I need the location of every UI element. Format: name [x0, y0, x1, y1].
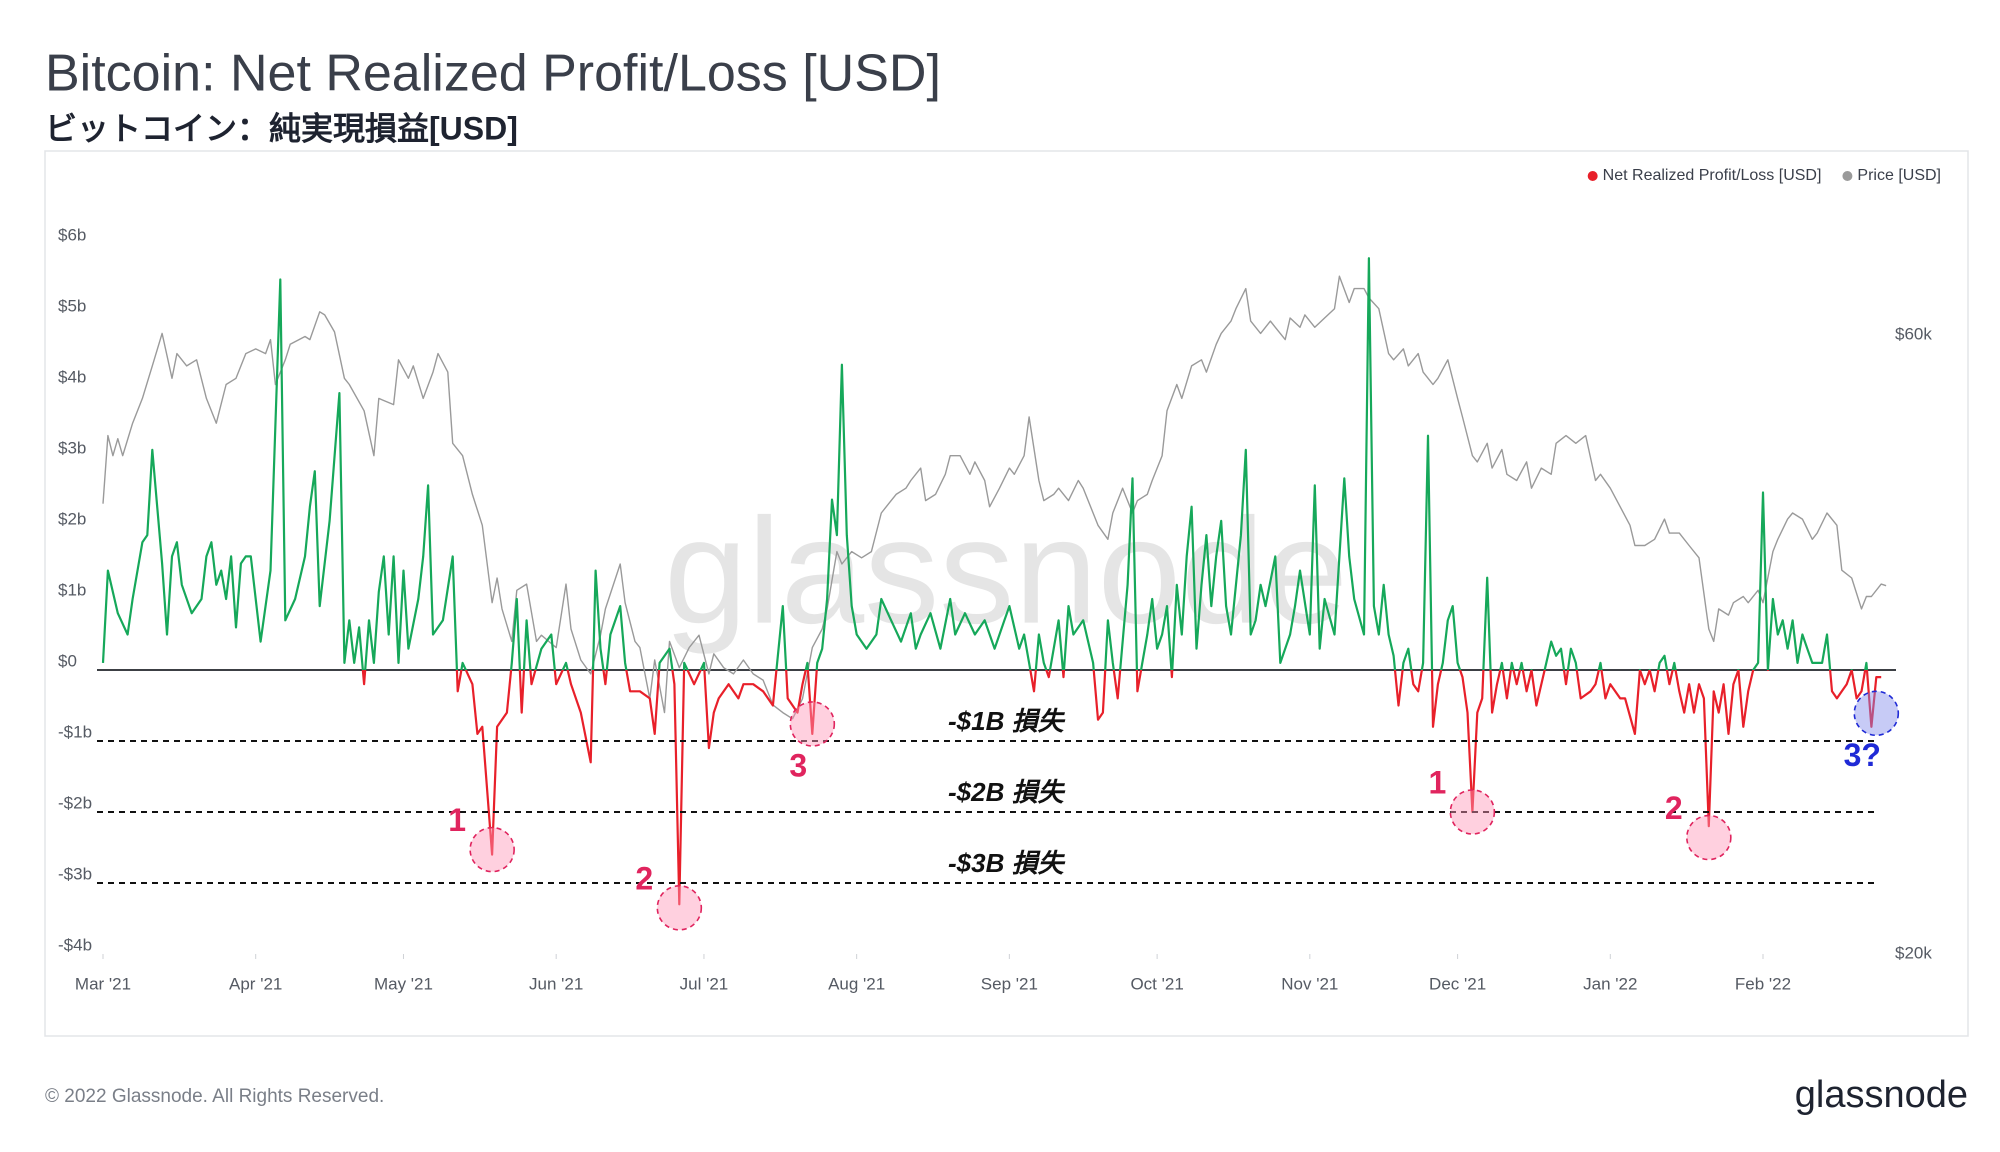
footer: © 2022 Glassnode. All Rights Reserved.: [45, 1086, 384, 1107]
x-tick-label: Aug '21: [828, 974, 885, 993]
annotation-circle: [469, 826, 515, 873]
reference-label: -$3B 損失: [948, 848, 1066, 878]
y-tick-label: -$2b: [58, 793, 92, 812]
annotation-circle: [789, 701, 836, 747]
annotation-circle: [1853, 690, 1900, 737]
x-tick-label: Nov '21: [1281, 974, 1338, 993]
y-tick-label: $4b: [58, 367, 86, 386]
annotation-circle: [1449, 789, 1496, 835]
y2-tick-label: $20k: [1895, 943, 1932, 962]
series-line: [102, 275, 1887, 720]
legend-label: Net Realized Profit/Loss [USD]: [1603, 167, 1822, 184]
watermark: glassnode: [664, 487, 1348, 655]
annotation-label: 2: [1665, 790, 1683, 826]
x-tick-label: Jun '21: [529, 974, 583, 993]
y-tick-label: -$3b: [58, 864, 92, 883]
x-tick-label: May '21: [374, 974, 433, 993]
y2-tick-label: $60k: [1895, 324, 1932, 343]
series-line: [101, 257, 1882, 906]
x-tick-label: Apr '21: [229, 974, 282, 993]
x-tick-label: Mar '21: [75, 974, 131, 993]
y-tick-label: -$4b: [58, 935, 92, 954]
logo: glassnode: [1795, 1074, 1968, 1116]
x-tick-label: Jan '22: [1583, 974, 1637, 993]
chart-frame: [44, 150, 1969, 1037]
reference-label: -$2B 損失: [948, 777, 1066, 807]
y-tick-label: $5b: [58, 296, 86, 315]
chart-subtitle: ビットコイン：純実現損益[USD]: [45, 110, 518, 146]
y-tick-label: $1b: [58, 580, 86, 599]
x-tick-label: Dec '21: [1429, 974, 1486, 993]
y-tick-label: -$1b: [58, 722, 92, 741]
y-tick-label: $3b: [58, 438, 86, 457]
annotation-label: 2: [635, 860, 653, 896]
annotation-label: 3: [789, 747, 807, 783]
annotation-circle: [1686, 814, 1732, 861]
x-tick-label: Feb '22: [1735, 974, 1791, 993]
chart-title: Bitcoin: Net Realized Profit/Loss [USD]: [45, 45, 941, 103]
y-tick-label: $2b: [58, 509, 86, 528]
annotation-label: 3?: [1844, 737, 1881, 773]
x-tick-label: Jul '21: [680, 974, 729, 993]
reference-label: -$1B 損失: [948, 706, 1066, 736]
legend-swatch: [1842, 171, 1853, 181]
annotation-circle: [656, 885, 703, 931]
annotation-label: 1: [448, 802, 466, 838]
y-tick-label: $0: [58, 651, 77, 670]
x-tick-label: Oct '21: [1130, 974, 1183, 993]
x-tick-label: Sep '21: [981, 974, 1038, 993]
legend-label: Price [USD]: [1857, 167, 1941, 184]
legend-swatch: [1587, 171, 1598, 181]
annotation-label: 1: [1428, 764, 1446, 800]
y-tick-label: $6b: [58, 225, 86, 244]
